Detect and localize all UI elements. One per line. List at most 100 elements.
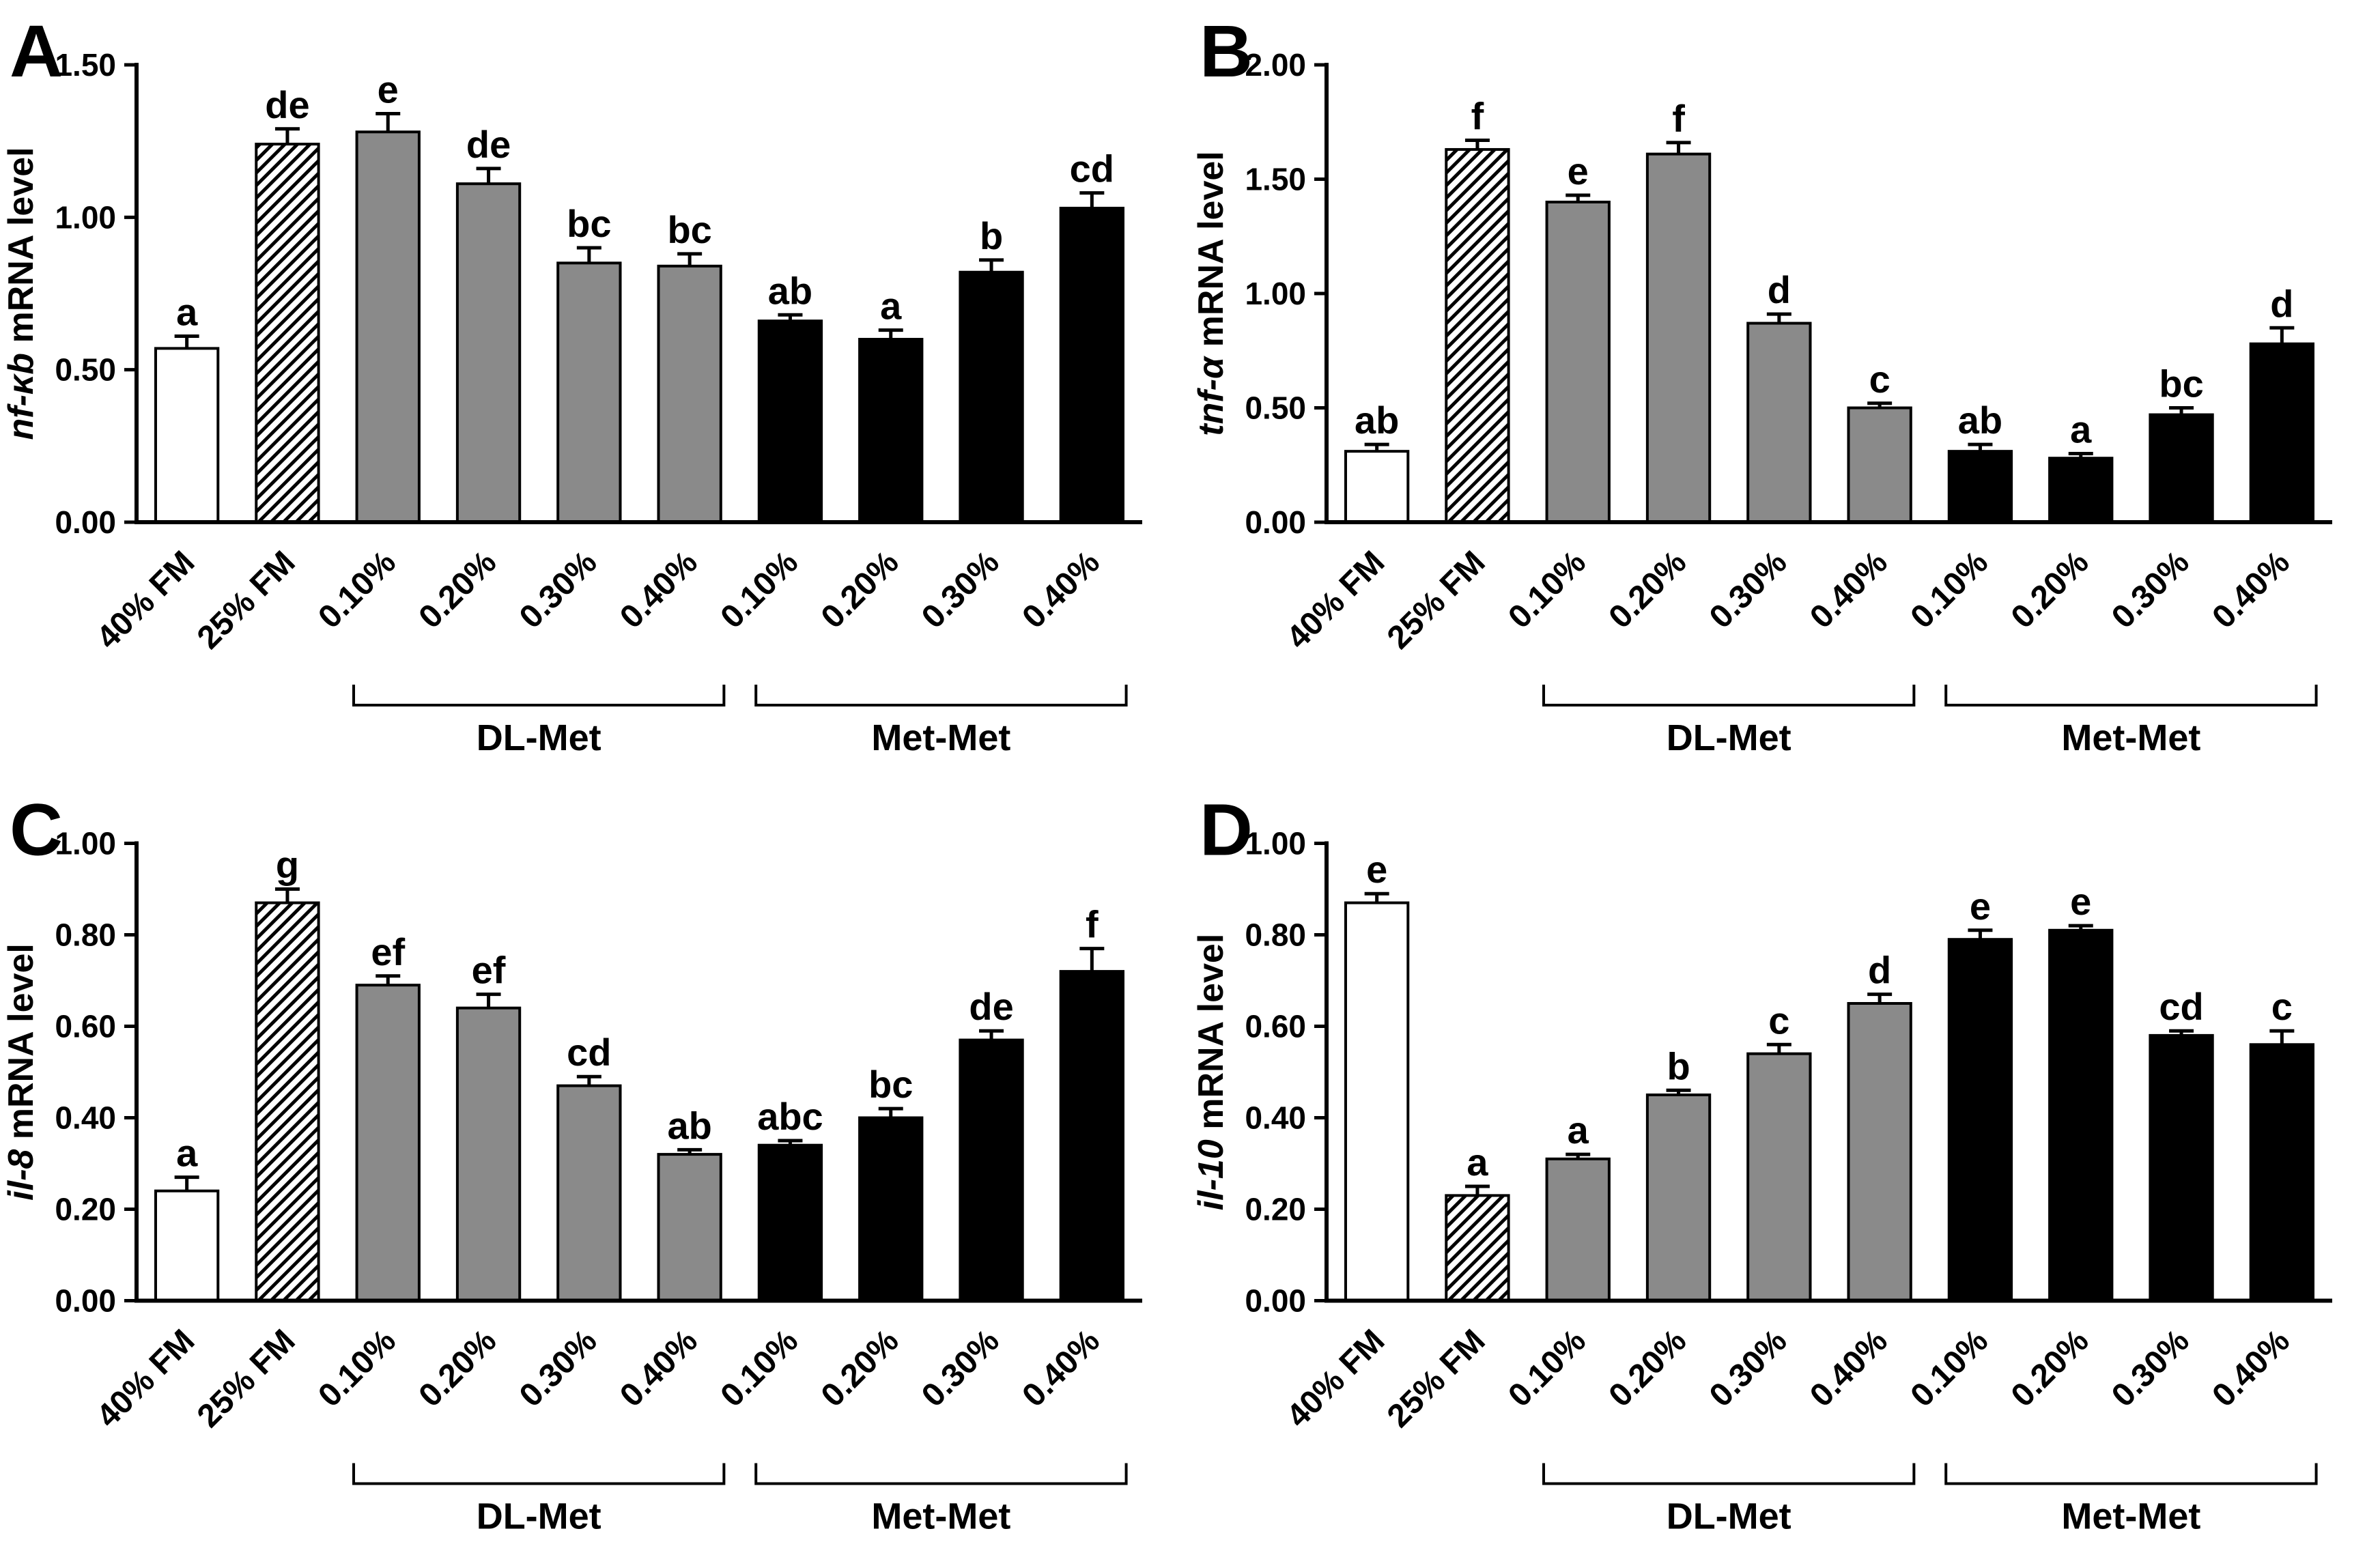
bar: [556, 1084, 622, 1302]
sig-letter: b: [1667, 1044, 1690, 1087]
bar: [959, 270, 1024, 524]
x-tick-label: 40% FM: [90, 544, 202, 656]
bar: [1445, 147, 1510, 524]
sig-letter: b: [980, 214, 1003, 257]
bar: [1847, 406, 1912, 524]
x-tick-label: 0.30%: [915, 1323, 1006, 1414]
sig-letter: c: [1768, 999, 1789, 1042]
sig-letter: ab: [667, 1104, 711, 1147]
bar: [1645, 1094, 1712, 1302]
bar: [1059, 206, 1125, 524]
group-label: DL-Met: [1667, 1496, 1791, 1537]
y-tick-label: 0.80: [1245, 917, 1306, 953]
bar: [2149, 413, 2214, 524]
bar: [556, 261, 622, 524]
x-tick-label: 0.10%: [1904, 1323, 1996, 1414]
y-tick-label: 0.80: [55, 917, 116, 953]
x-tick-label: 0.20%: [1602, 1323, 1694, 1414]
y-tick-label: 0.40: [1245, 1100, 1306, 1136]
bar: [1059, 970, 1125, 1302]
group-bracket: [754, 685, 1128, 706]
x-tick-label: 0.40%: [613, 1323, 705, 1414]
sig-letter: e: [1568, 149, 1589, 192]
y-tick-label: 0.00: [1245, 1283, 1306, 1319]
y-tick-label: 1.00: [1245, 276, 1306, 311]
x-tick-label: 0.30%: [2105, 544, 2196, 635]
group-label: DL-Met: [477, 1496, 601, 1537]
bar: [255, 143, 320, 524]
x-tick-label: 25% FM: [1380, 544, 1492, 656]
x-tick-label: 0.30%: [915, 544, 1006, 635]
x-tick-label: 0.10%: [311, 544, 403, 635]
bar: [1545, 201, 1611, 524]
group-label: Met-Met: [871, 717, 1010, 758]
y-axis-label: tnf-α mRNA level: [1191, 151, 1231, 435]
bar: [1645, 152, 1712, 524]
bar: [2249, 1043, 2315, 1302]
sig-letter: f: [1086, 903, 1099, 946]
sig-letter: ab: [1958, 399, 2002, 442]
y-tick-label: 0.20: [55, 1192, 116, 1227]
sig-letter: d: [1768, 268, 1791, 311]
x-tick-label: 0.40%: [2205, 544, 2297, 635]
x-tick-label: 0.10%: [1501, 544, 1593, 635]
x-tick-label: 0.10%: [714, 544, 806, 635]
x-tick-label: 0.40%: [613, 544, 705, 635]
sig-letter: e: [2070, 880, 2091, 923]
x-tick-label: 25% FM: [190, 1323, 302, 1435]
bar: [455, 1006, 522, 1302]
x-tick-label: 40% FM: [1280, 544, 1392, 656]
chart-il8: Cil-8 mRNA level 0.00 0.20 0.40 0.60 0.80 1.00…: [1, 788, 1142, 1537]
x-tick-label: 0.20%: [412, 544, 504, 635]
bar: [1545, 1157, 1611, 1302]
sig-letter: bc: [667, 208, 711, 251]
x-tick-label: 0.30%: [513, 544, 604, 635]
group-bracket: [352, 1463, 726, 1485]
sig-letter: e: [1366, 848, 1387, 891]
bar: [1344, 901, 1410, 1302]
bar: [757, 1143, 823, 1302]
sig-letter: bc: [567, 202, 611, 245]
y-tick-label: 1.50: [1245, 162, 1306, 197]
sig-letter: d: [2270, 282, 2293, 325]
sig-letter: a: [176, 291, 198, 334]
axes: [1324, 63, 2332, 524]
group-label: Met-Met: [871, 1496, 1010, 1537]
sig-letter: a: [2070, 408, 2092, 451]
x-tick-label: 25% FM: [1380, 1323, 1492, 1435]
x-tick-label: 0.10%: [714, 1323, 806, 1414]
x-tick-label: 0.40%: [1015, 1323, 1107, 1414]
bar: [154, 347, 220, 524]
sig-letter: ab: [1355, 399, 1399, 442]
chart-nfkb: Anf-κb mRNA level 0.00 0.50 1.00 1.50 a de e de b…: [1, 10, 1142, 758]
sig-letter: bc: [868, 1063, 913, 1106]
x-tick-label: 0.20%: [814, 544, 906, 635]
x-tick-label: 0.40%: [1803, 1323, 1895, 1414]
bar: [858, 1116, 924, 1302]
chart-il10: Dil-10 mRNA level 0.00 0.20 0.40 0.60 0.80 1.0…: [1191, 788, 2332, 1537]
x-tick-label: 0.30%: [1703, 1323, 1794, 1414]
x-tick-label: 0.20%: [1602, 544, 1694, 635]
y-tick-label: 2.00: [1245, 47, 1306, 83]
y-axis-label: nf-κb mRNA level: [1, 147, 41, 440]
sig-letter: e: [378, 68, 399, 111]
sig-letter: cd: [567, 1031, 611, 1074]
bar: [959, 1038, 1024, 1302]
y-tick-label: 0.00: [55, 504, 116, 540]
sig-letter: f: [1672, 97, 1685, 140]
sig-letter: c: [1869, 358, 1890, 401]
x-tick-label: 0.20%: [2004, 1323, 2096, 1414]
sig-letter: cd: [2159, 985, 2203, 1028]
sig-letter: f: [1471, 95, 1484, 138]
group-bracket: [754, 1463, 1128, 1485]
x-tick-label: 0.10%: [1501, 1323, 1593, 1414]
axes: [134, 63, 1142, 524]
bar: [1947, 450, 2013, 524]
sig-letter: ef: [371, 930, 405, 973]
x-tick-label: 0.40%: [2205, 1323, 2297, 1414]
x-tick-label: 0.30%: [513, 1323, 604, 1414]
group-bracket: [1944, 685, 2318, 706]
